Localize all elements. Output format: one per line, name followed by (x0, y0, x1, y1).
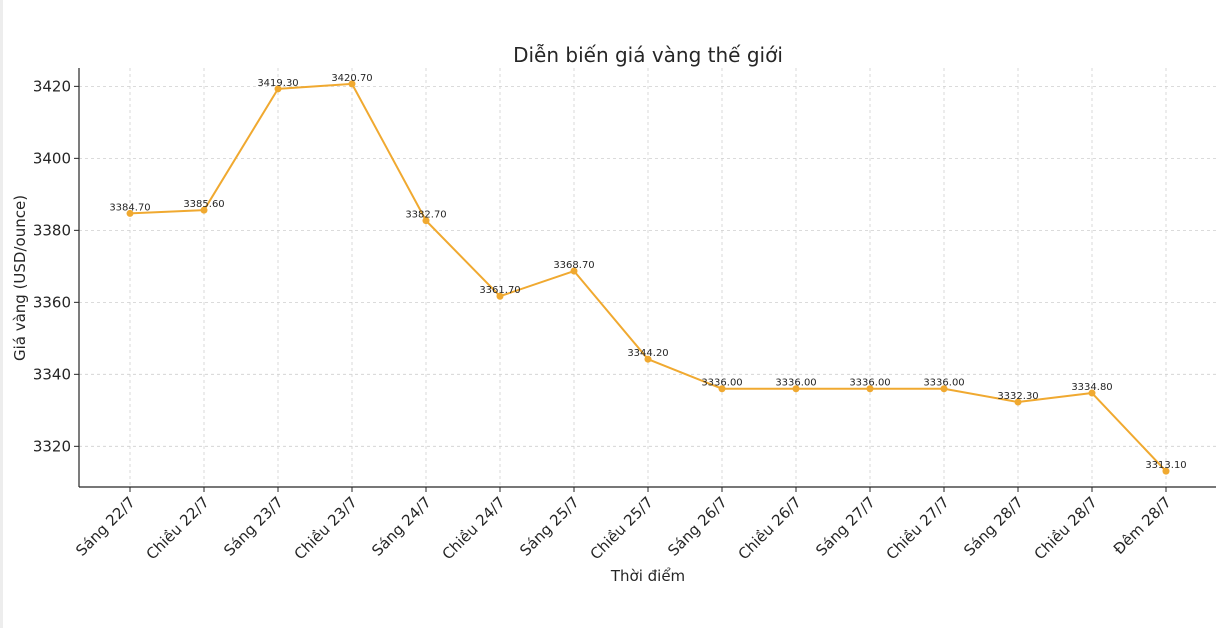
data-point (1014, 398, 1022, 406)
x-tick-label: Chiều 26/7 (735, 493, 805, 563)
data-point (126, 209, 134, 217)
x-tick-label: Chiều 27/7 (883, 493, 953, 563)
x-tick-label: Chiều 24/7 (439, 493, 509, 563)
window-edge (0, 0, 3, 628)
data-point (422, 217, 430, 225)
data-label: 3332.30 (997, 391, 1038, 402)
data-point (200, 206, 208, 214)
data-point (570, 267, 578, 275)
x-tick-label: Sáng 26/7 (664, 493, 731, 560)
data-point (866, 385, 874, 393)
data-label: 3382.70 (405, 210, 446, 221)
data-label: 3336.00 (775, 378, 816, 389)
axes (78, 68, 1216, 488)
data-label: 3361.70 (479, 285, 520, 296)
data-label: 3334.80 (1071, 382, 1112, 393)
x-tick-label: Chiều 22/7 (143, 493, 213, 563)
x-tick-label: Sáng 24/7 (368, 493, 435, 560)
data-label: 3384.70 (109, 202, 150, 213)
y-tick-label: 3340 (33, 365, 71, 383)
data-labels: 3384.70 3385.60 3419.30 3420.70 3382.70 3361.… (109, 73, 1186, 471)
data-point (274, 85, 282, 93)
data-label: 3344.20 (627, 348, 668, 359)
x-tick-label: Chiều 25/7 (587, 493, 657, 563)
x-tick-label: Đêm 28/7 (1110, 493, 1175, 558)
data-point (940, 385, 948, 393)
data-point (718, 385, 726, 393)
x-tick-label: Chiều 23/7 (291, 493, 361, 563)
y-tick-label: 3380 (33, 221, 71, 239)
y-tick-label: 3420 (33, 77, 71, 95)
y-axis-label: Giá vàng (USD/ounce) (11, 195, 29, 361)
x-tick-label: Chiều 28/7 (1031, 493, 1101, 563)
data-point (644, 355, 652, 363)
y-tick-label: 3360 (33, 293, 71, 311)
grid-lines (79, 68, 1216, 487)
x-tick-label: Sáng 28/7 (960, 493, 1027, 560)
series-line-layer (126, 80, 1170, 475)
data-point (1088, 389, 1096, 397)
data-label: 3368.70 (553, 260, 594, 271)
y-tick-label: 3320 (33, 437, 71, 455)
x-tick-label: Sáng 23/7 (220, 493, 287, 560)
x-axis-label: Thời điểm (610, 567, 685, 585)
y-tick-label: 3400 (33, 149, 71, 167)
data-point (348, 80, 356, 88)
chart-title: Diễn biến giá vàng thế giới (513, 43, 783, 67)
data-label: 3336.00 (923, 378, 964, 389)
data-label: 3336.00 (701, 378, 742, 389)
data-label: 3313.10 (1145, 460, 1186, 471)
data-label: 3419.30 (257, 78, 298, 89)
data-label: 3420.70 (331, 73, 372, 84)
data-label: 3336.00 (849, 378, 890, 389)
data-point (792, 385, 800, 393)
data-point (496, 292, 504, 300)
x-tick-label: Sáng 22/7 (72, 493, 139, 560)
x-tick-label: Sáng 25/7 (516, 493, 583, 560)
data-point (1162, 467, 1170, 475)
data-label: 3385.60 (183, 199, 224, 210)
x-tick-label: Sáng 27/7 (812, 493, 879, 560)
